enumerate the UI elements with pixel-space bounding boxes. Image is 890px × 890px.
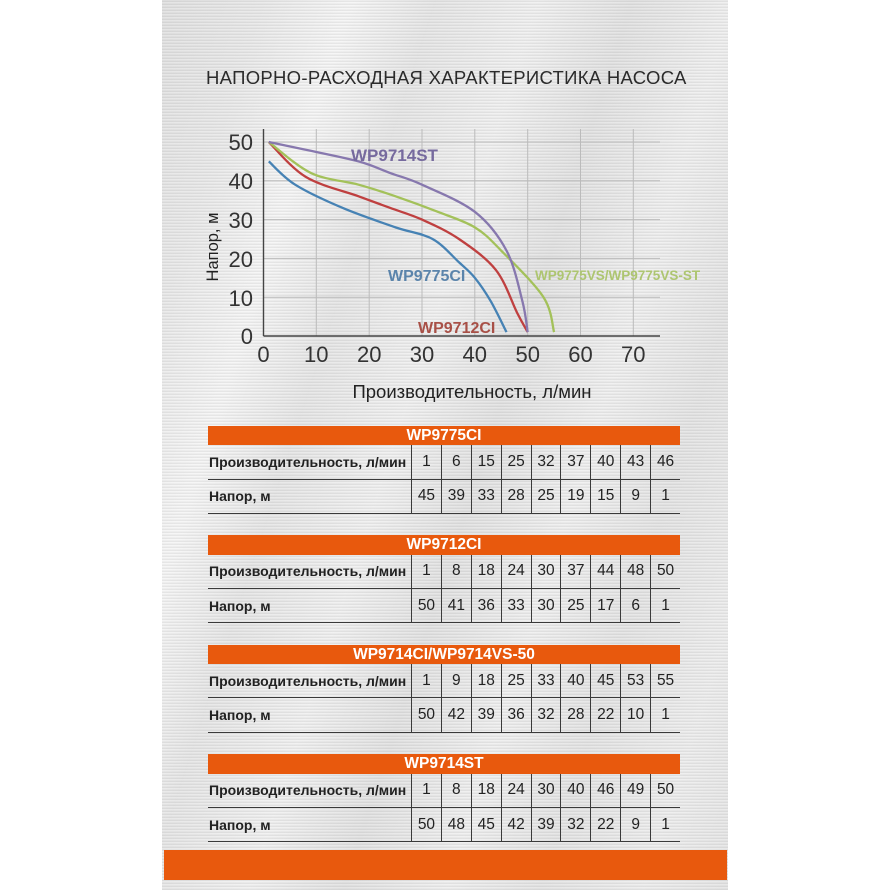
svg-text:70: 70 [621,342,645,367]
svg-text:WP9714ST: WP9714ST [351,146,439,165]
svg-text:WP9775VS/WP9775VS-ST: WP9775VS/WP9775VS-ST [535,268,701,283]
svg-text:10: 10 [229,286,253,311]
svg-text:30: 30 [229,208,253,233]
svg-text:40: 40 [463,342,487,367]
svg-text:30: 30 [410,342,434,367]
svg-text:Производительность, л/мин: Производительность, л/мин [352,381,591,402]
svg-text:50: 50 [515,342,539,367]
svg-text:60: 60 [568,342,592,367]
svg-text:20: 20 [357,342,381,367]
svg-text:20: 20 [229,247,253,272]
svg-text:0: 0 [241,324,253,349]
svg-text:0: 0 [257,342,269,367]
svg-text:WP9775CI: WP9775CI [388,268,465,285]
svg-text:10: 10 [304,342,328,367]
svg-text:50: 50 [229,130,253,155]
svg-text:Напор, м: Напор, м [204,213,222,282]
svg-text:40: 40 [229,169,253,194]
svg-text:WP9712CI: WP9712CI [418,320,495,337]
